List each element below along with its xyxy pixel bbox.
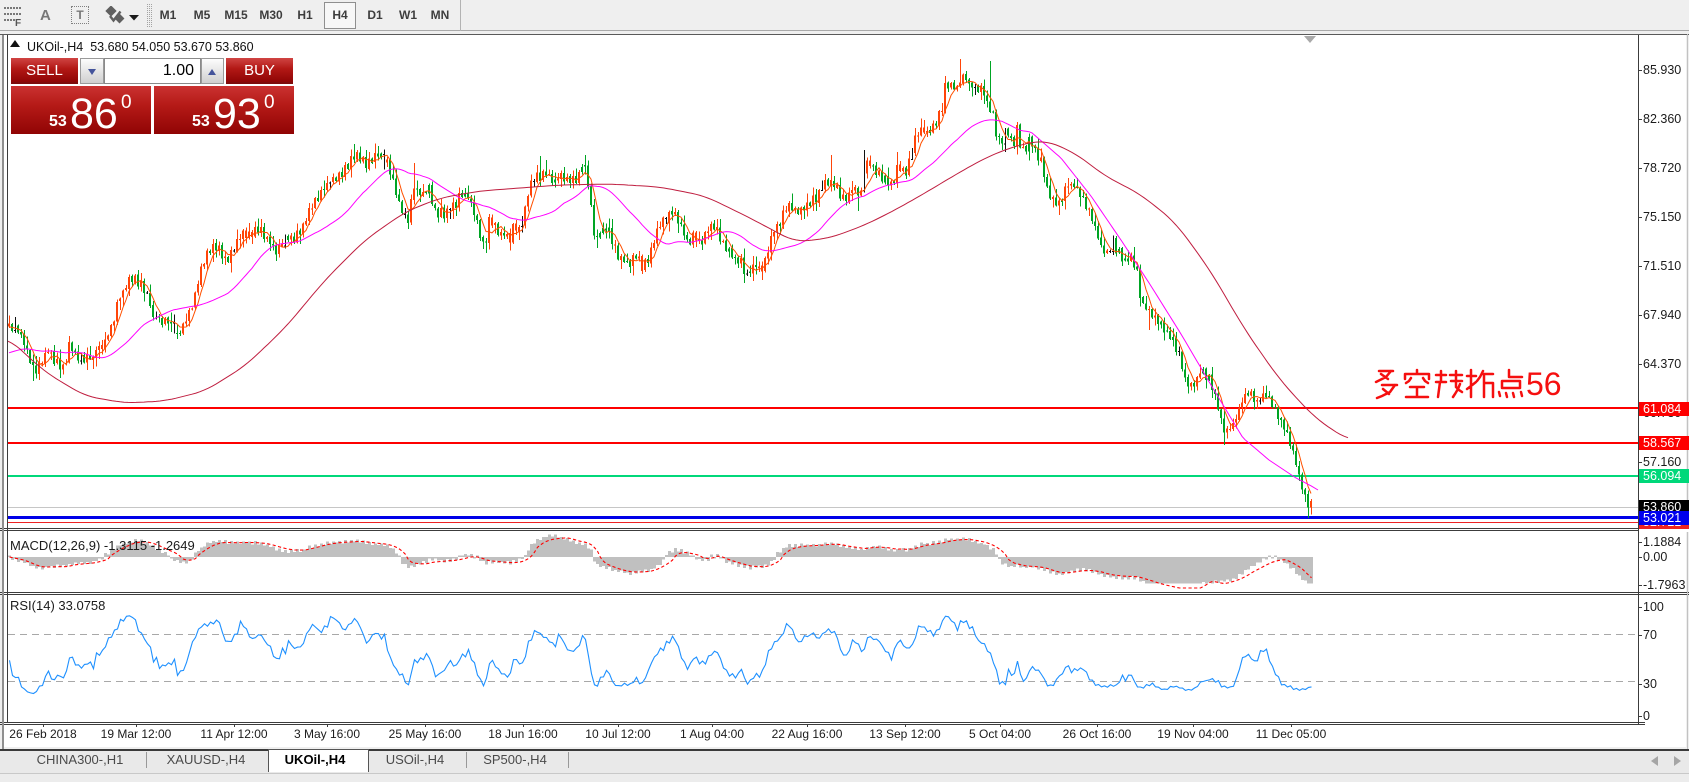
svg-text:F: F xyxy=(15,18,21,27)
